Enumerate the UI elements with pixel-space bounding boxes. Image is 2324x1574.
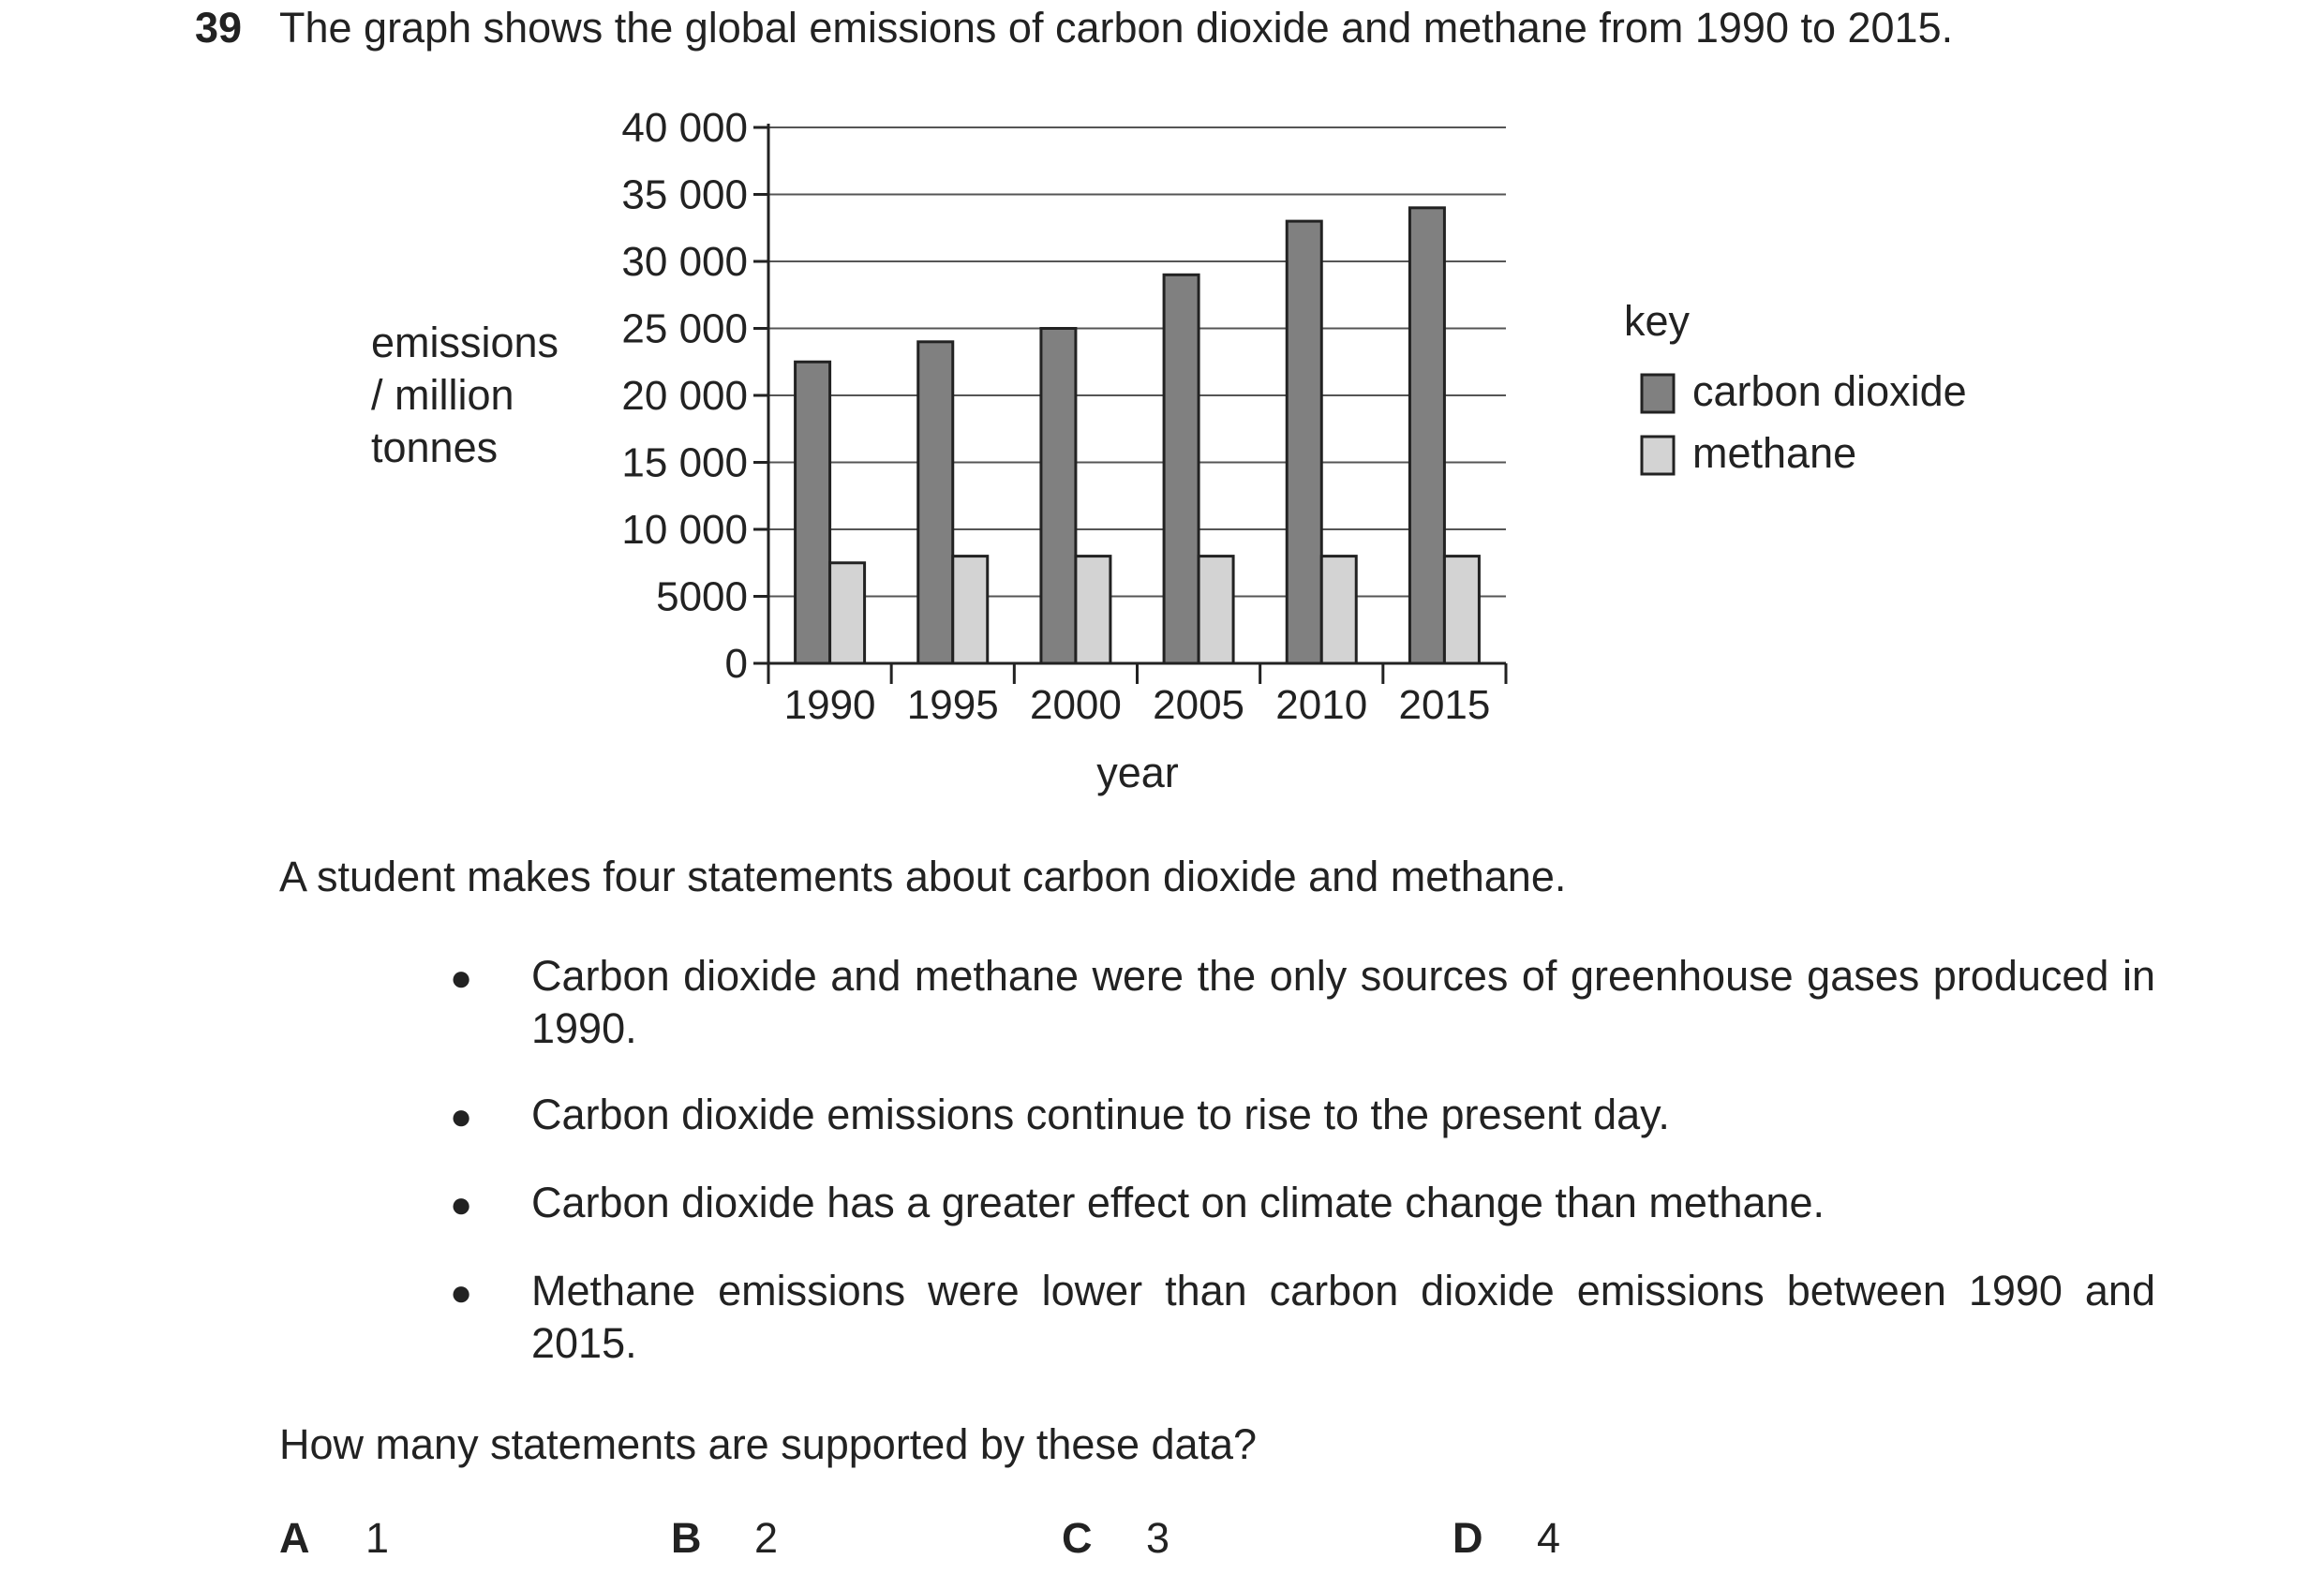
statement-1: Carbon dioxide and methane were the only… — [531, 952, 2155, 1052]
x-tick-label: 2010 — [1275, 682, 1367, 728]
statement-4: Methane emissions were lower than carbon… — [531, 1267, 2155, 1367]
bar-carbon-dioxide-2005 — [1162, 273, 1200, 665]
bar-methane-2015 — [1442, 555, 1481, 665]
bar-methane-2010 — [1319, 555, 1358, 665]
legend-label-carbon-dioxide: carbon dioxide — [1692, 367, 1967, 415]
statement-2: Carbon dioxide emissions continue to ris… — [531, 1091, 1670, 1138]
y-tick-label: 20 000 — [621, 373, 748, 419]
y-tick-label: 30 000 — [621, 239, 748, 285]
y-axis-label: tonnes — [371, 423, 498, 471]
bar-methane-2005 — [1197, 555, 1235, 665]
bullet-4: ● — [450, 1272, 473, 1314]
bullet-2: ● — [450, 1096, 473, 1137]
y-tick-label: 5000 — [656, 574, 748, 620]
statement-3: Carbon dioxide has a greater effect on c… — [531, 1179, 1825, 1226]
option-a-letter: A — [279, 1514, 310, 1562]
intro-text: A student makes four statements about ca… — [279, 853, 1567, 900]
bar-methane-1995 — [951, 555, 990, 665]
legend-swatch-carbon-dioxide — [1640, 373, 1676, 414]
legend-swatch-methane — [1640, 435, 1676, 476]
y-axis-label: emissions — [371, 319, 559, 366]
option-d-letter: D — [1452, 1514, 1483, 1562]
x-tick-label: 1995 — [907, 682, 999, 728]
bar-carbon-dioxide-2000 — [1039, 327, 1078, 665]
legend-title: key — [1624, 297, 1691, 345]
x-axis-label: year — [1096, 749, 1179, 796]
question-text: The graph shows the global emissions of … — [279, 4, 1954, 52]
y-tick-label: 0 — [725, 641, 748, 687]
bar-methane-2000 — [1074, 555, 1112, 665]
legend-label-methane: methane — [1692, 429, 1856, 477]
emissions-bar-chart: 0 5000 10 000 15 000 20 000 25 000 30 000 35 00… — [371, 105, 1967, 796]
y-tick-label: 35 000 — [621, 172, 748, 218]
y-axis-label: / million — [371, 371, 514, 419]
bullet-3: ● — [450, 1184, 473, 1225]
y-tick-label: 15 000 — [621, 440, 748, 486]
option-a-value: 1 — [365, 1514, 390, 1562]
y-tick-label: 40 000 — [621, 105, 748, 151]
bar-carbon-dioxide-1995 — [916, 340, 955, 665]
bar-methane-1990 — [828, 561, 867, 665]
option-b-value: 2 — [754, 1514, 779, 1562]
y-tick-label: 10 000 — [621, 507, 748, 553]
x-tick-label: 2000 — [1030, 682, 1122, 728]
option-b-letter: B — [671, 1514, 702, 1562]
x-tick-label: 2005 — [1153, 682, 1244, 728]
question-prompt: How many statements are supported by the… — [279, 1420, 1258, 1468]
bar-carbon-dioxide-2015 — [1408, 206, 1446, 665]
question-number: 39 — [195, 4, 243, 52]
x-tick-label: 1990 — [784, 682, 876, 728]
option-d-value: 4 — [1537, 1514, 1561, 1562]
x-tick-label: 2015 — [1398, 682, 1490, 728]
option-c-letter: C — [1062, 1514, 1093, 1562]
bar-carbon-dioxide-2010 — [1285, 219, 1323, 665]
option-c-value: 3 — [1146, 1514, 1170, 1562]
bullet-1: ● — [450, 958, 473, 999]
bar-carbon-dioxide-1990 — [794, 360, 832, 665]
y-tick-label: 25 000 — [621, 306, 748, 352]
